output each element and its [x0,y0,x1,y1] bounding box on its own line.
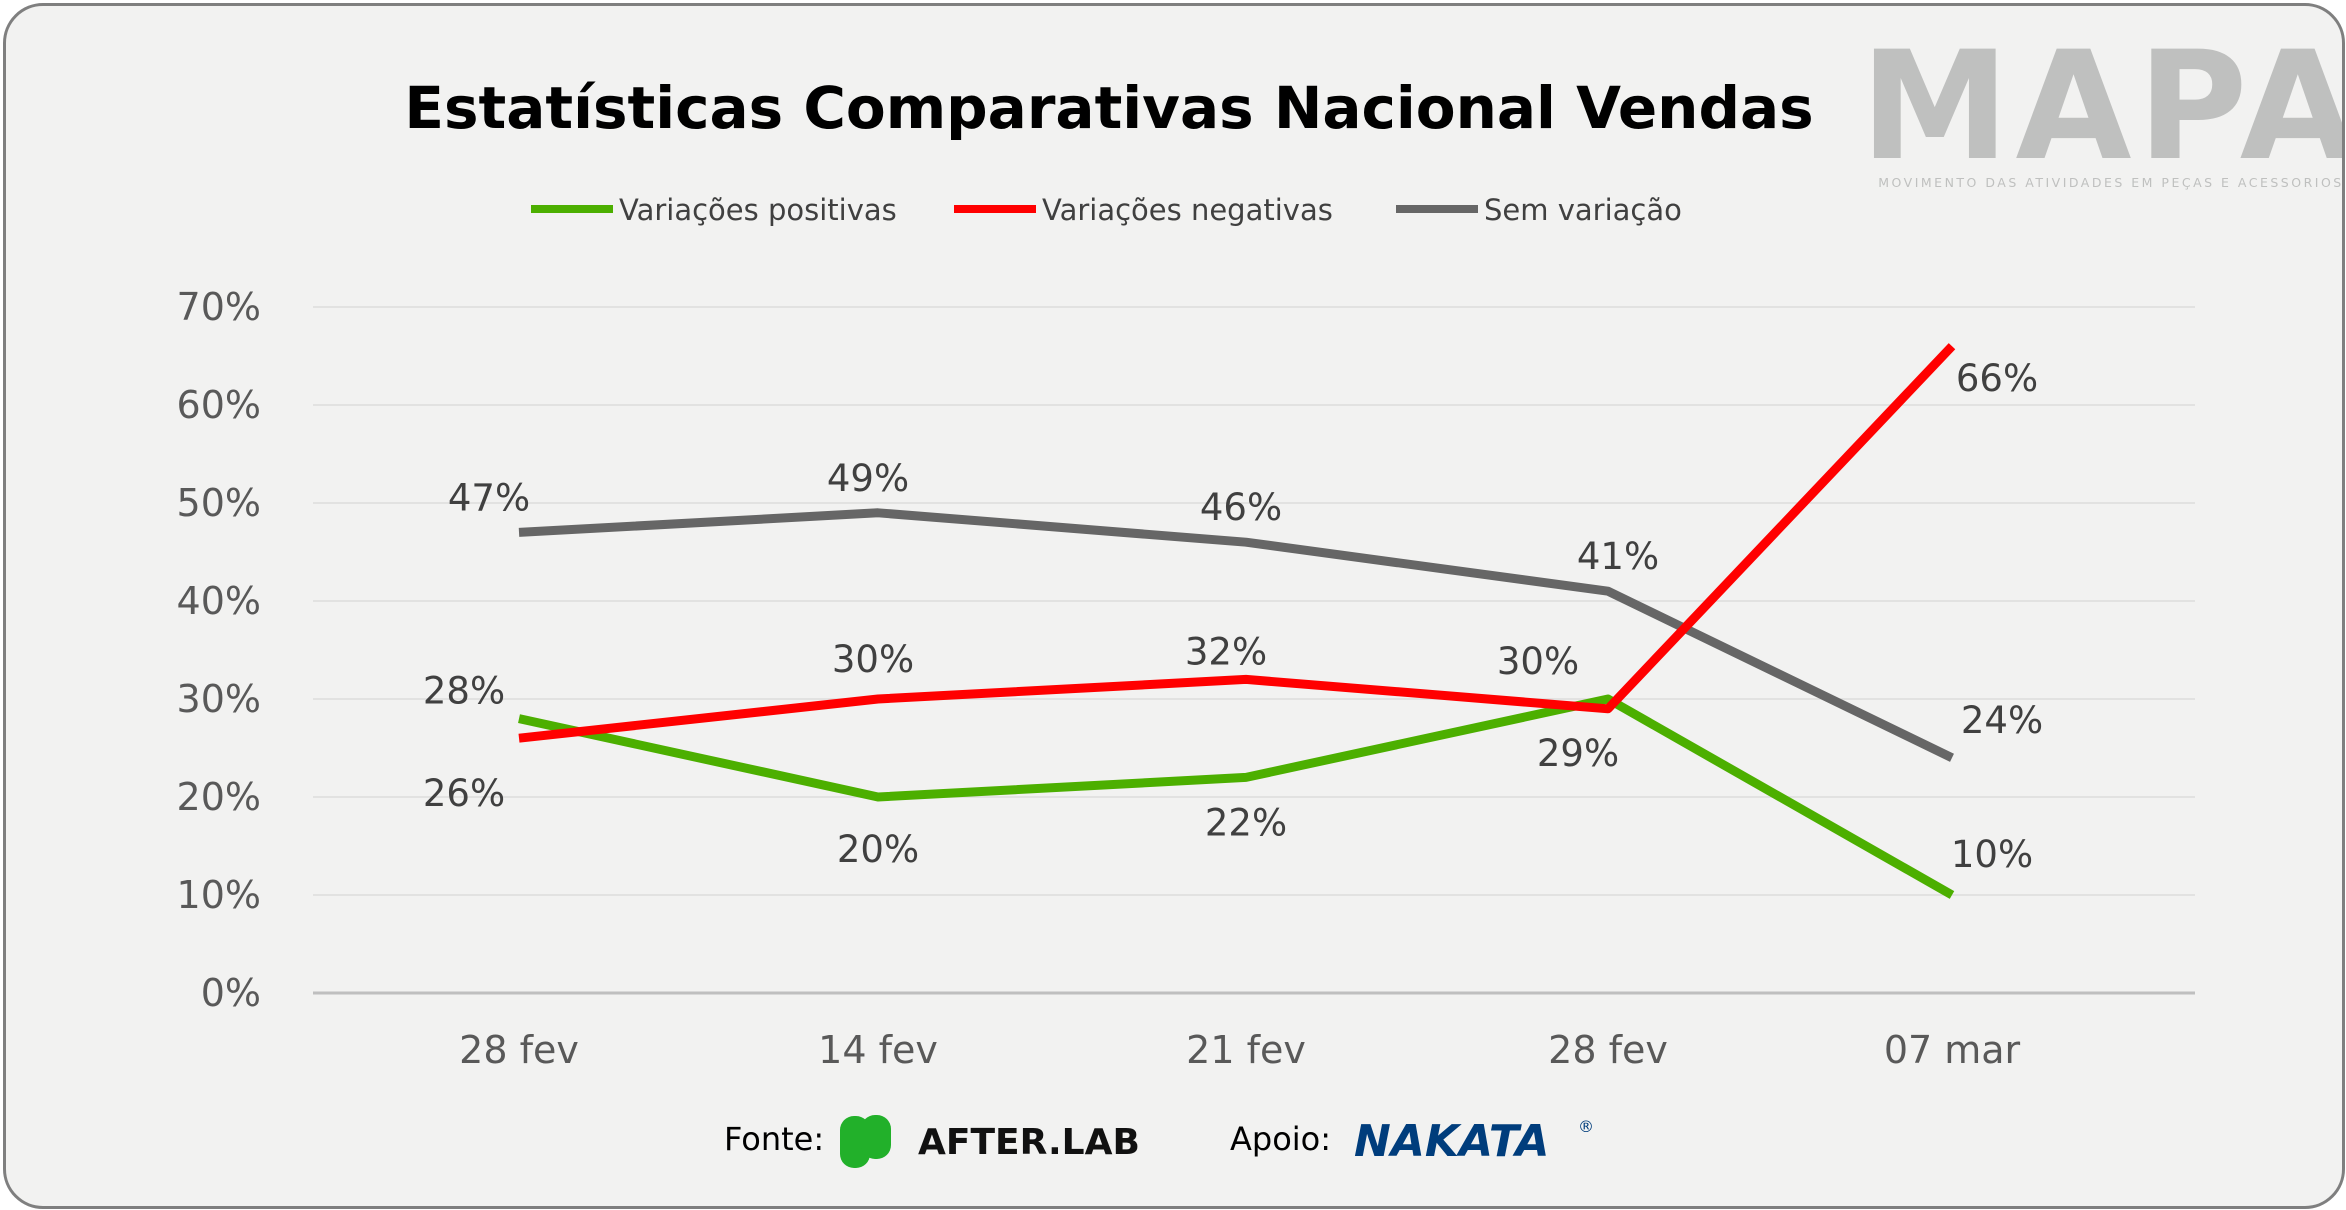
series-lines [518,343,1956,899]
y-tick-label: 50% [177,481,261,525]
data-label: 47% [448,476,530,519]
data-label: 30% [1497,640,1579,683]
data-label: 10% [1951,833,2033,876]
legend-label: Variações negativas [1042,193,1333,227]
support-label: Apoio: [1230,1120,1331,1158]
y-tick-label: 40% [177,579,261,623]
footer: Fonte: AFTER.LAB Apoio: NAKATA ® [724,1115,1594,1168]
series-line-1 [518,343,1956,743]
afterlab-logo-icon [840,1115,891,1168]
y-axis: 0% 10% 20% 30% 40% 50% 60% 70% [177,285,261,1015]
chart-frame: Estatísticas Comparativas Nacional Venda… [3,3,2345,1209]
mapa-logo-text: MAPA [1860,20,2345,194]
registered-mark: ® [1578,1117,1594,1136]
data-label: 22% [1205,801,1287,844]
mapa-logo-subtitle: MOVIMENTO DAS ATIVIDADES EM PEÇAS E ACES… [1878,175,2343,190]
x-axis: 28 fev 14 fev 21 fev 28 fev 07 mar [459,1028,2020,1072]
data-label: 24% [1961,699,2043,742]
series-line-0 [518,694,1955,899]
y-tick-label: 30% [177,677,261,721]
gridlines [313,306,2195,995]
data-label: 20% [837,828,919,871]
data-label: 29% [1537,732,1619,775]
nakata-logo: NAKATA [1354,1116,1549,1167]
y-tick-label: 70% [177,285,261,329]
legend: Variações positivas Variações negativas Se… [531,193,1682,227]
y-tick-label: 10% [177,873,261,917]
mapa-logo: MAPA MOVIMENTO DAS ATIVIDADES EM PEÇAS E… [1860,20,2345,194]
data-label: 49% [827,457,909,500]
x-tick-label: 28 fev [1548,1028,1668,1072]
data-label: 32% [1185,630,1267,673]
data-label: 41% [1577,535,1659,578]
y-tick-label: 0% [201,971,261,1015]
source-label: Fonte: [724,1120,824,1158]
legend-item: Variações positivas [531,193,897,227]
legend-item: Variações negativas [954,193,1333,227]
x-tick-label: 21 fev [1186,1028,1306,1072]
x-tick-label: 07 mar [1884,1028,2021,1072]
legend-label: Sem variação [1484,193,1682,227]
data-label: 28% [423,670,505,713]
data-label: 30% [832,638,914,681]
data-label: 26% [423,772,505,815]
data-label: 46% [1200,486,1282,529]
x-tick-label: 14 fev [818,1028,938,1072]
data-labels: 28% 20% 22% 30% 10% 26% 30% 32% 29% 66% 47% 49% 46% 4… [423,357,2043,876]
legend-item: Sem variação [1396,193,1682,227]
legend-label: Variações positivas [619,193,897,227]
y-tick-label: 20% [177,775,261,819]
chart-title: Estatísticas Comparativas Nacional Venda… [404,74,1813,142]
line-chart: Estatísticas Comparativas Nacional Venda… [177,20,2345,1168]
afterlab-logo-text: AFTER.LAB [918,1122,1140,1163]
x-tick-label: 28 fev [459,1028,579,1072]
data-label: 66% [1956,357,2038,400]
series-line-2 [518,508,1954,762]
y-tick-label: 60% [177,383,261,427]
